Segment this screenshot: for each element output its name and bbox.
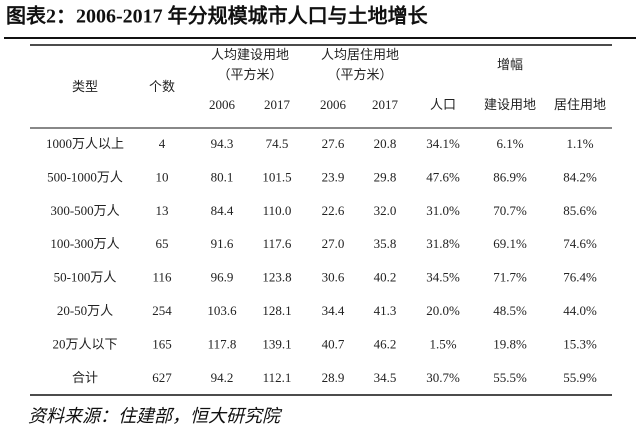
cell: 20.8 — [374, 136, 397, 151]
cell: 112.1 — [263, 370, 292, 385]
row-label: 100-300万人 — [50, 236, 119, 251]
cell: 31.0% — [426, 203, 460, 218]
cell: 1.5% — [429, 336, 456, 351]
cell: 165 — [152, 336, 172, 351]
cell: 31.8% — [426, 236, 460, 251]
cell: 94.2 — [211, 370, 234, 385]
cell: 101.5 — [262, 169, 291, 184]
cell: 23.9 — [322, 169, 345, 184]
cell: 110.0 — [263, 203, 292, 218]
cell: 28.9 — [322, 370, 345, 385]
cell: 46.2 — [374, 336, 397, 351]
cell: 69.1% — [493, 236, 527, 251]
year-label: 2006 — [320, 97, 347, 112]
group-label: 人均居住用地 — [321, 47, 399, 62]
cell: 34.5% — [426, 270, 460, 285]
row-label: 500-1000万人 — [47, 169, 123, 184]
cell: 27.6 — [322, 136, 345, 151]
group-label: （平方米） — [327, 67, 392, 82]
cell: 32.0 — [374, 203, 397, 218]
cell: 4 — [159, 136, 166, 151]
cell: 15.3% — [563, 336, 597, 351]
cell: 48.5% — [493, 303, 527, 318]
cell: 65 — [156, 236, 169, 251]
cell: 627 — [152, 370, 172, 385]
cell: 76.4% — [563, 270, 597, 285]
cell: 254 — [152, 303, 172, 318]
cell: 35.8 — [374, 236, 397, 251]
cell: 44.0% — [563, 303, 597, 318]
cell: 55.5% — [493, 370, 527, 385]
cell: 74.5 — [266, 136, 289, 151]
growth-column: 居住用地 — [554, 97, 606, 112]
cell: 19.8% — [493, 336, 527, 351]
cell: 123.8 — [262, 270, 291, 285]
cell: 85.6% — [563, 203, 597, 218]
cell: 30.7% — [426, 370, 460, 385]
year-label: 2017 — [372, 97, 399, 112]
growth-column: 建设用地 — [484, 97, 536, 112]
cell: 41.3 — [374, 303, 397, 318]
cell: 80.1 — [211, 169, 234, 184]
row-label: 合计 — [72, 370, 98, 385]
row-label: 300-500万人 — [50, 203, 119, 218]
cell: 128.1 — [262, 303, 291, 318]
cell: 96.9 — [211, 270, 234, 285]
row-label: 20万人以下 — [52, 336, 117, 351]
cell: 74.6% — [563, 236, 597, 251]
group-label: 人均建设用地 — [211, 47, 289, 62]
growth-label: 增幅 — [497, 57, 523, 72]
year-label: 2017 — [264, 97, 291, 112]
cell: 71.7% — [493, 270, 527, 285]
cell: 22.6 — [322, 203, 345, 218]
cell: 139.1 — [262, 336, 291, 351]
cell: 34.4 — [322, 303, 345, 318]
cell: 30.6 — [322, 270, 345, 285]
cell: 55.9% — [563, 370, 597, 385]
cell: 103.6 — [207, 303, 237, 318]
source: 资料来源：住建部，恒大研究院 — [28, 406, 283, 426]
cell: 47.6% — [426, 169, 460, 184]
growth-column: 人口 — [430, 97, 456, 112]
cell: 84.4 — [211, 203, 234, 218]
row-label: 50-100万人 — [54, 270, 117, 285]
header-type: 类型 — [72, 79, 98, 94]
cell: 84.2% — [563, 169, 597, 184]
cell: 86.9% — [493, 169, 527, 184]
cell: 40.7 — [322, 336, 345, 351]
cell: 91.6 — [211, 236, 234, 251]
year-label: 2006 — [209, 97, 236, 112]
table-body: 1000万人以上 4 94.3 74.5 27.6 20.8 34.1% 6.1% 1.1% 50… — [46, 136, 597, 385]
cell: 116 — [152, 270, 172, 285]
cell: 34.1% — [426, 136, 460, 151]
cell: 70.7% — [493, 203, 527, 218]
cell: 34.5 — [374, 370, 397, 385]
cell: 117.8 — [208, 336, 237, 351]
cell: 94.3 — [211, 136, 234, 151]
cell: 10 — [156, 169, 169, 184]
cell: 29.8 — [374, 169, 397, 184]
cell: 20.0% — [426, 303, 460, 318]
cell: 13 — [156, 203, 169, 218]
cell: 6.1% — [496, 136, 523, 151]
title: 图表2：2006-2017 年分规模城市人口与土地增长 — [6, 4, 429, 28]
cell: 27.0 — [322, 236, 345, 251]
group-label: （平方米） — [217, 67, 282, 82]
row-label: 1000万人以上 — [46, 136, 124, 151]
cell: 1.1% — [566, 136, 593, 151]
header-count: 个数 — [149, 79, 175, 94]
row-label: 20-50万人 — [57, 303, 113, 318]
cell: 117.6 — [263, 236, 292, 251]
cell: 40.2 — [374, 270, 397, 285]
